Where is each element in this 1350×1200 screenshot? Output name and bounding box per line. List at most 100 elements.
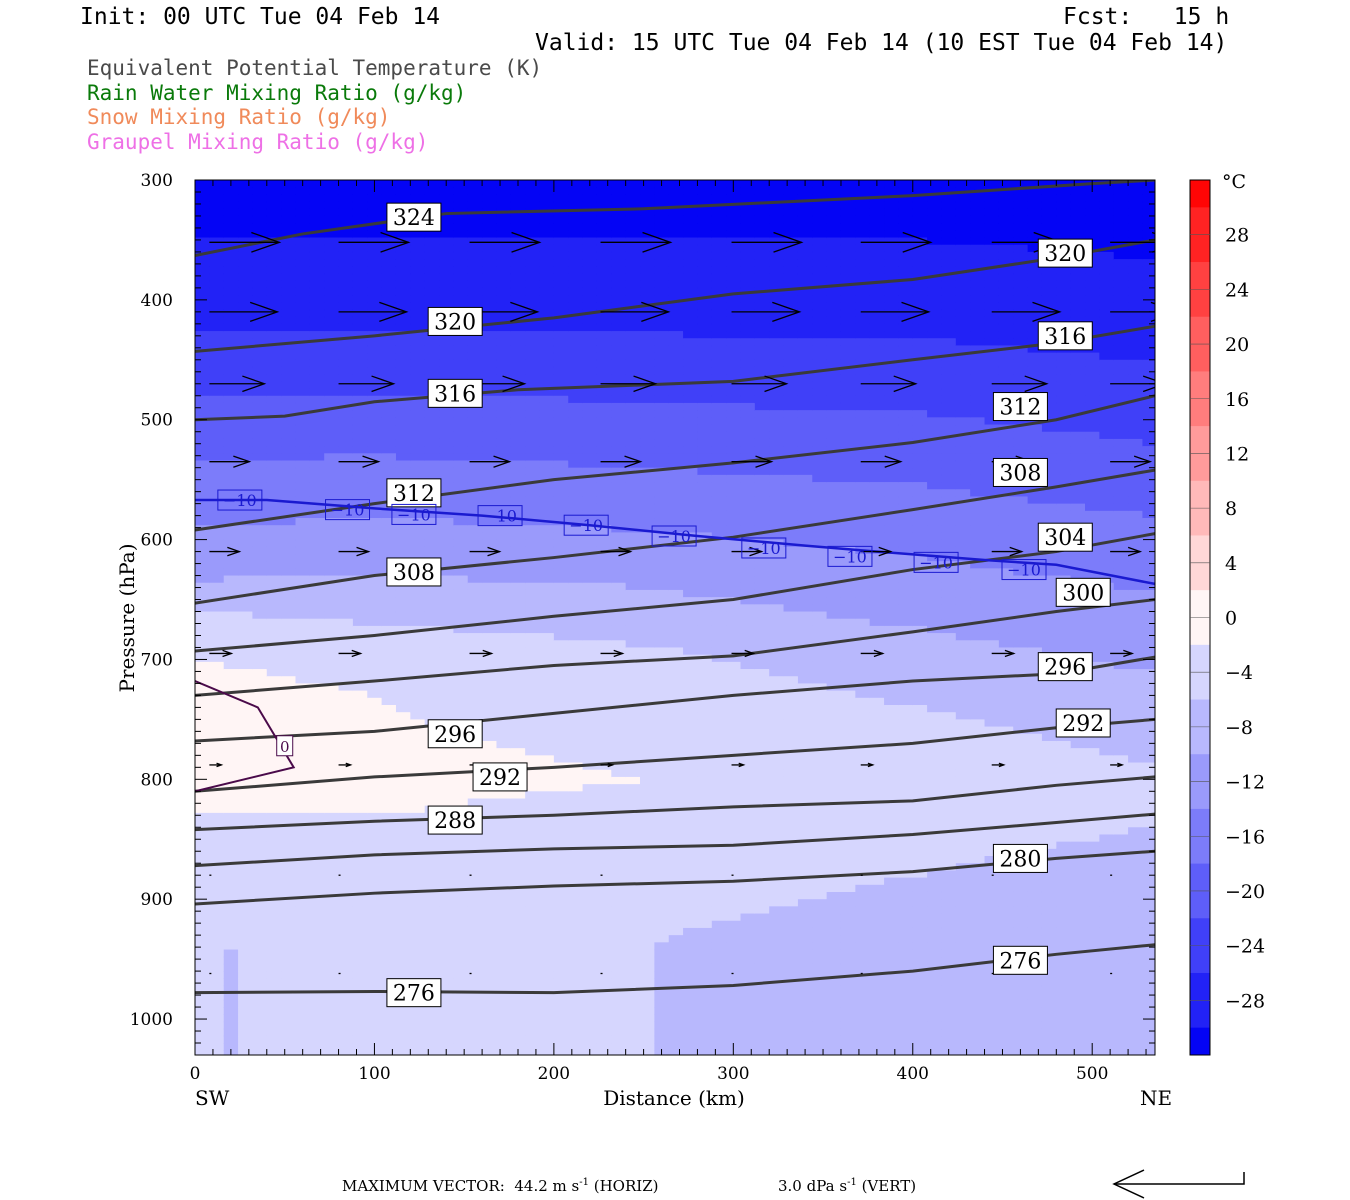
temperature-cell: [252, 661, 268, 670]
temperature-cell: [381, 748, 397, 756]
temperature-cell: [338, 561, 354, 569]
temperature-cell: [281, 553, 297, 562]
temperature-cell: [309, 712, 325, 720]
temperature-cell: [410, 1043, 426, 1051]
temperature-cell: [625, 719, 641, 728]
temperature-cell: [338, 805, 354, 814]
temperature-cell: [381, 180, 397, 188]
temperature-cell: [352, 676, 368, 685]
temperature-cell: [410, 366, 426, 375]
temperature-cell: [324, 920, 340, 929]
temperature-cell: [596, 338, 612, 347]
temperature-cell: [697, 927, 713, 936]
temperature-cell: [668, 525, 684, 533]
temperature-cell: [381, 891, 397, 900]
temperature-cell: [726, 805, 742, 814]
temperature-cell: [654, 410, 670, 418]
temperature-cell: [568, 877, 584, 886]
temperature-cell: [395, 597, 411, 605]
temperature-cell: [352, 963, 368, 972]
temperature-cell: [424, 1007, 440, 1015]
temperature-cell: [568, 302, 584, 311]
temperature-cell: [467, 647, 483, 656]
temperature-cell: [252, 654, 268, 663]
temperature-cell: [367, 589, 383, 598]
temperature-cell: [510, 618, 526, 627]
temperature-cell: [625, 848, 641, 857]
temperature-cell: [726, 410, 742, 418]
temperature-cell: [683, 460, 699, 469]
temperature-cell: [525, 388, 541, 397]
temperature-cell: [223, 597, 239, 605]
temperature-cell: [395, 381, 411, 390]
temperature-cell: [553, 417, 569, 426]
temperature-cell: [754, 985, 770, 994]
temperature-cell: [309, 1050, 325, 1055]
temperature-cell: [281, 798, 297, 807]
temperature-cell: [697, 705, 713, 713]
temperature-cell: [324, 762, 340, 771]
temperature-cell: [252, 740, 268, 749]
temperature-cell: [568, 561, 584, 569]
temperature-cell: [611, 755, 627, 764]
temperature-cell: [654, 345, 670, 354]
temperature-cell: [510, 927, 526, 936]
temperature-cell: [367, 719, 383, 728]
temperature-cell: [324, 1021, 340, 1030]
temperature-cell: [453, 611, 469, 620]
temperature-cell: [754, 791, 770, 800]
temperature-cell: [252, 899, 268, 907]
temperature-cell: [309, 1014, 325, 1023]
temperature-cell: [668, 891, 684, 900]
temperature-cell: [496, 949, 512, 958]
temperature-cell: [553, 366, 569, 375]
temperature-cell: [525, 863, 541, 872]
temperature-cell: [625, 496, 641, 505]
temperature-cell: [510, 273, 526, 282]
temperature-cell: [582, 1028, 598, 1037]
temperature-cell: [553, 259, 569, 267]
temperature-cell: [410, 748, 426, 756]
temperature-cell: [252, 669, 268, 677]
temperature-cell: [367, 446, 383, 454]
temperature-cell: [769, 259, 785, 267]
temperature-cell: [309, 841, 325, 850]
temperature-cell: [252, 618, 268, 627]
temperature-cell: [295, 201, 311, 210]
temperature-cell: [640, 827, 655, 836]
temperature-cell: [697, 906, 713, 915]
temperature-cell: [625, 870, 641, 879]
temperature-cell: [338, 316, 354, 325]
temperature-cell: [352, 474, 368, 483]
temperature-cell: [324, 424, 340, 433]
temperature-cell: [195, 726, 210, 735]
temperature-cell: [539, 482, 555, 490]
temperature-cell: [424, 755, 440, 764]
temperature-cell: [510, 539, 526, 548]
temperature-cell: [525, 374, 541, 382]
temperature-cell: [410, 338, 426, 347]
temperature-cell: [223, 949, 239, 958]
temperature-cell: [640, 618, 655, 627]
temperature-cell: [424, 546, 440, 555]
temperature-cell: [769, 762, 785, 771]
temperature-cell: [582, 295, 598, 303]
temperature-cell: [697, 647, 713, 656]
temperature-cell: [309, 971, 325, 979]
temperature-cell: [295, 381, 311, 390]
temperature-cell: [439, 1007, 454, 1015]
temperature-cell: [582, 791, 598, 800]
temperature-cell: [611, 791, 627, 800]
temperature-cell: [539, 963, 555, 972]
temperature-cell: [596, 539, 612, 548]
temperature-cell: [238, 237, 254, 246]
temperature-cell: [395, 352, 411, 361]
temperature-cell: [683, 683, 699, 692]
temperature-cell: [352, 302, 368, 311]
temperature-cell: [352, 410, 368, 418]
temperature-cell: [683, 913, 699, 922]
temperature-cell: [467, 920, 483, 929]
temperature-cell: [525, 496, 541, 505]
temperature-cell: [625, 482, 641, 490]
temperature-cell: [697, 827, 713, 836]
